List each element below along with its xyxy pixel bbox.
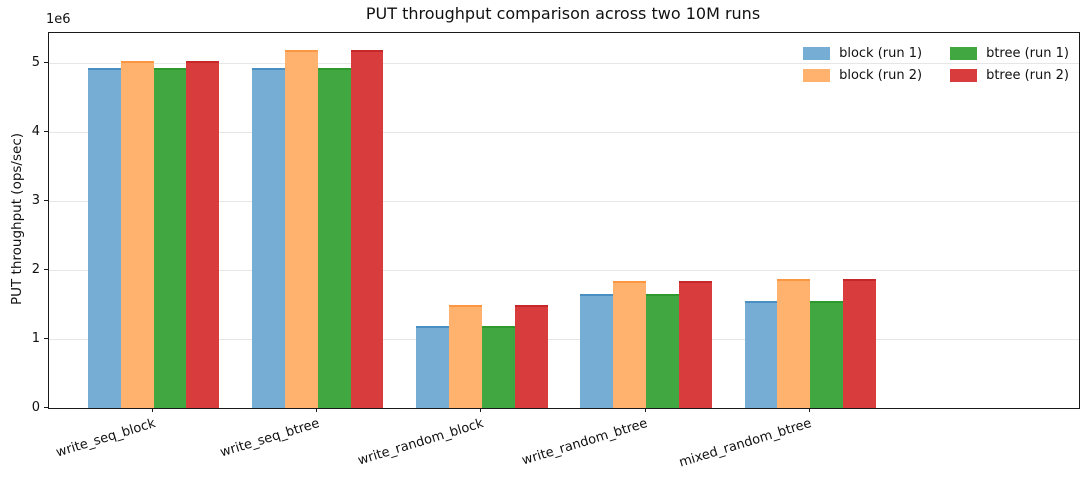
y-tick-label: 5 [31,55,40,71]
y-gridline [49,338,1079,340]
plot-area: block (run 1) block (run 2) btree (run 1) b… [48,32,1080,409]
y-tick-label: 1 [31,330,40,346]
bar-block-run-2- [613,281,647,408]
bar-block-run-2- [284,49,318,408]
legend-item: btree (run 1) [950,46,1069,61]
y-gridline [49,201,1079,203]
bar-block-run-1- [580,293,614,408]
bar-btree-run-1- [317,68,351,408]
bar-btree-run-2- [843,278,876,408]
bar-block-run-1- [252,68,285,408]
x-tick-label: write_seq_btree [218,416,322,461]
y-gridline [49,132,1079,134]
y-tick-mark [44,131,48,133]
legend-label: block (run 1) [839,46,923,61]
bar-btree-run-1- [481,326,515,408]
bar-block-run-1- [87,68,121,408]
x-tick-mark [808,408,810,412]
y-tick-label: 2 [31,261,40,277]
bar-block-run-1- [416,326,450,408]
x-tick-label: write_random_btree [520,416,650,469]
legend-swatch [950,47,978,60]
x-tick-label: write_random_block [356,416,486,469]
bar-btree-run-1- [646,293,679,408]
bar-btree-run-2- [350,49,384,408]
bar-btree-run-1- [810,300,844,408]
bar-btree-run-2- [186,61,220,408]
legend-label: block (run 2) [839,68,923,83]
bar-btree-run-2- [514,304,548,408]
x-tick-mark [316,408,318,412]
x-tick-mark [480,408,482,412]
x-tick-mark [644,408,646,412]
y-axis-offset-label: 1e6 [46,12,71,27]
y-tick-mark [44,200,48,202]
bar-block-run-2- [449,304,482,408]
legend-swatch [950,69,978,82]
legend: block (run 1) block (run 2) btree (run 1) b… [799,44,1073,85]
y-tick-mark [44,62,48,64]
legend-item: block (run 2) [803,68,922,83]
legend-item: block (run 1) [803,46,922,61]
bar-block-run-2- [120,61,154,408]
bar-block-run-2- [777,278,811,408]
x-tick-label: mixed_random_btree [677,416,814,471]
bar-btree-run-2- [678,281,712,408]
y-tick-label: 0 [31,399,40,415]
y-tick-mark [44,337,48,339]
chart-title: PUT throughput comparison across two 10M… [365,4,761,23]
legend-swatch [803,69,831,82]
bar-btree-run-1- [153,68,187,408]
x-tick-mark [152,408,154,412]
y-axis-label: PUT throughput (ops/sec) [9,132,25,306]
x-tick-label: write_seq_block [53,416,158,461]
legend-swatch [803,47,831,60]
bar-block-run-1- [744,300,778,408]
y-tick-mark [44,406,48,408]
y-gridline [49,63,1079,65]
y-gridline [49,269,1079,271]
legend-label: btree (run 2) [986,68,1069,83]
y-tick-mark [44,268,48,270]
legend-label: btree (run 1) [986,46,1069,61]
legend-item: btree (run 2) [950,68,1069,83]
y-tick-label: 4 [31,124,40,140]
y-tick-label: 3 [31,193,40,209]
